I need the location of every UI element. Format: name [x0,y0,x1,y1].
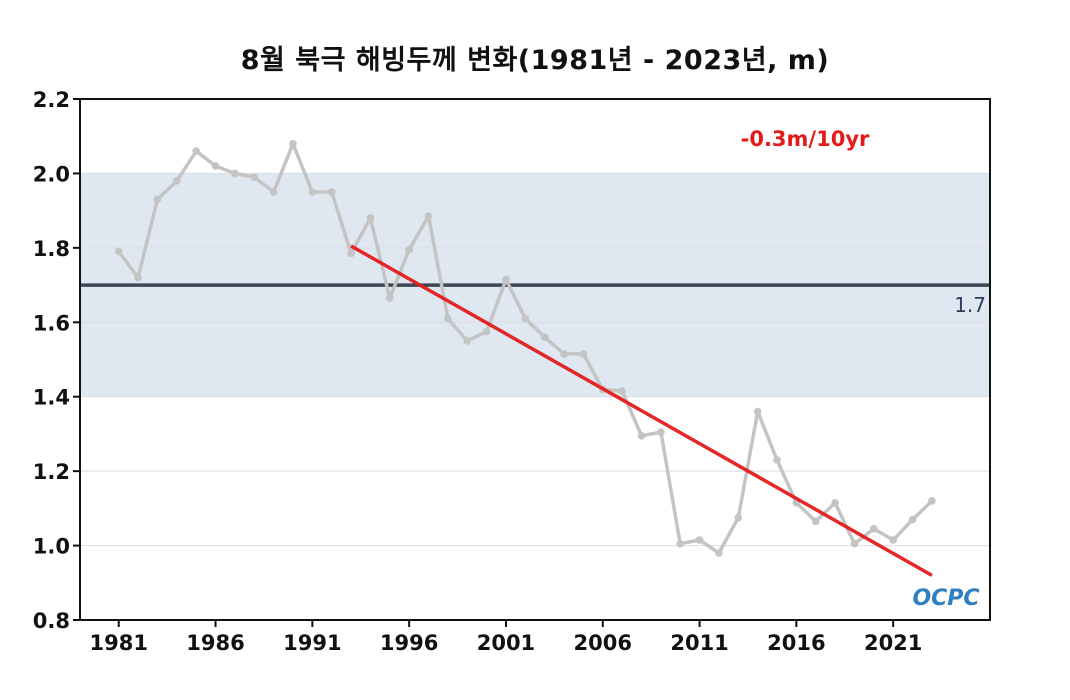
data-point [385,294,394,302]
data-point [715,549,723,557]
data-point [579,350,588,358]
x-tick-label: 1991 [283,631,341,655]
data-point [753,407,762,416]
data-point [269,188,278,196]
data-point [482,327,491,336]
trend-line [350,244,933,577]
data-point [192,147,200,155]
data-point [347,249,355,258]
y-tick-label: 1.8 [33,237,70,261]
data-point [889,536,897,544]
data-point [211,162,220,170]
y-tick-label: 1.2 [33,460,70,484]
data-point [134,273,142,282]
x-tick-label: 2021 [864,631,922,655]
data-point [289,139,297,148]
data-point [424,212,433,221]
y-tick-label: 1.6 [33,311,70,335]
axes [73,98,991,627]
data-point [637,431,646,440]
data-point [463,337,472,345]
x-tick-label: 1996 [380,631,438,655]
data-point [231,169,239,178]
series-group [114,139,936,557]
data-point [250,173,259,181]
trend-group [350,244,933,577]
data-point [173,177,181,185]
data-point [327,188,336,196]
data-point [850,539,859,548]
data-point [676,539,685,548]
data-point [908,515,917,524]
x-tick-label: 2016 [767,631,825,655]
data-point [831,498,839,507]
ocpc-logo: OCPC [912,586,979,611]
data-point [811,517,820,526]
y-tick-label: 2.2 [33,88,70,112]
data-point [521,314,530,323]
data-point [695,536,704,544]
data-point [114,247,123,256]
data-point [405,245,413,254]
data-point [540,333,549,341]
plot-frame [79,98,991,621]
data-point [618,387,626,395]
y-tick-label: 0.8 [33,609,70,633]
y-tick-label: 1.0 [33,535,70,559]
data-point [734,513,743,522]
data-point [657,428,665,436]
y-tick-label: 2.0 [33,162,70,186]
data-point [444,314,452,323]
x-tick-label: 1981 [89,631,147,655]
x-tick-label: 1986 [186,631,244,655]
reference-line-label: 1.7 [954,293,986,317]
data-point [153,195,162,204]
data-point [773,456,781,464]
data-point [560,350,568,358]
trend-label: -0.3m/10yr [741,127,870,151]
x-tick-label: 2011 [670,631,728,655]
data-point [308,188,317,196]
y-tick-label: 1.4 [33,386,70,410]
labels: 0.8 1.0 1.2 1.4 1.6 1.8 2.0 2.2 1981 1986 1991 1996… [33,88,986,655]
x-tick-label: 2001 [477,631,535,655]
chart-title: 8월 북극 해빙두께 변화(1981년 - 2023년, m) [240,45,830,76]
data-point [502,275,510,284]
x-tick-label: 2006 [574,631,632,655]
data-point [870,525,878,533]
data-point [928,497,936,505]
data-point [366,214,375,222]
